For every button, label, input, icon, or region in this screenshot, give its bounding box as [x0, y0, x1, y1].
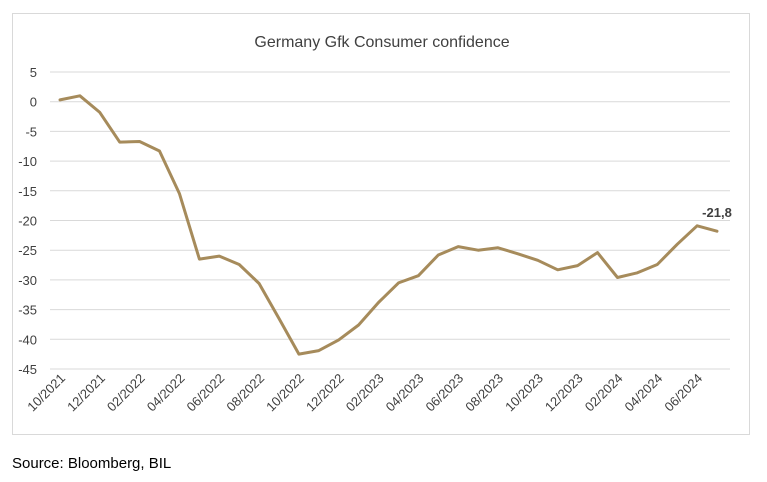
x-tick-label: 10/2021: [24, 371, 68, 415]
y-tick-label: 5: [30, 65, 37, 80]
source-note: Source: Bloomberg, BIL: [12, 455, 172, 472]
y-tick-label: -10: [18, 154, 37, 169]
chart-title: Germany Gfk Consumer confidence: [254, 34, 510, 51]
y-tick-label: -20: [18, 214, 37, 229]
x-tick-label: 06/2022: [184, 371, 228, 415]
x-tick-label: 02/2024: [582, 371, 626, 415]
series-layer: [58, 94, 719, 356]
x-tick-label: 10/2022: [263, 371, 307, 415]
y-tick-label: -30: [18, 273, 37, 288]
y-tick-label: 0: [30, 95, 37, 110]
y-tick-label: -5: [25, 124, 37, 139]
x-tick-label: 10/2023: [502, 371, 546, 415]
x-tick-label: 02/2023: [343, 371, 387, 415]
y-tick-label: -25: [18, 243, 37, 258]
x-tick-label: 02/2022: [104, 371, 148, 415]
line-chart: 50-5-10-15-20-25-30-35-40-45 10/202112/2…: [18, 65, 732, 415]
gridlines: [50, 71, 730, 370]
chart-frame: Germany Gfk Consumer confidence 5 0 -5 -10 -…: [12, 13, 750, 435]
x-tick-label: 12/2022: [303, 371, 347, 415]
data-labels: -21,8: [702, 205, 732, 220]
y-tick-label: -45: [18, 362, 37, 377]
x-tick-label: 04/2022: [144, 371, 188, 415]
y-tick-label: -40: [18, 332, 37, 347]
y-axis-ticks: 5 0 -5 -10 -15 -20 -25 -30 -35 -40 -45: [18, 65, 37, 377]
x-tick-label: 12/2021: [64, 371, 108, 415]
x-tick-label: 06/2023: [422, 371, 466, 415]
x-tick-label: 04/2023: [383, 371, 427, 415]
x-tick-label: 06/2024: [661, 371, 705, 415]
x-tick-label: 08/2023: [462, 371, 506, 415]
x-tick-label: 04/2024: [622, 371, 666, 415]
series-line: [58, 94, 719, 356]
x-tick-label: 12/2023: [542, 371, 586, 415]
x-tick-label: 08/2022: [223, 371, 267, 415]
x-axis-ticks: 10/202112/202102/202204/202206/202208/20…: [24, 371, 705, 415]
y-tick-label: -15: [18, 184, 37, 199]
y-tick-label: -35: [18, 303, 37, 318]
data-label: -21,8: [702, 205, 732, 220]
